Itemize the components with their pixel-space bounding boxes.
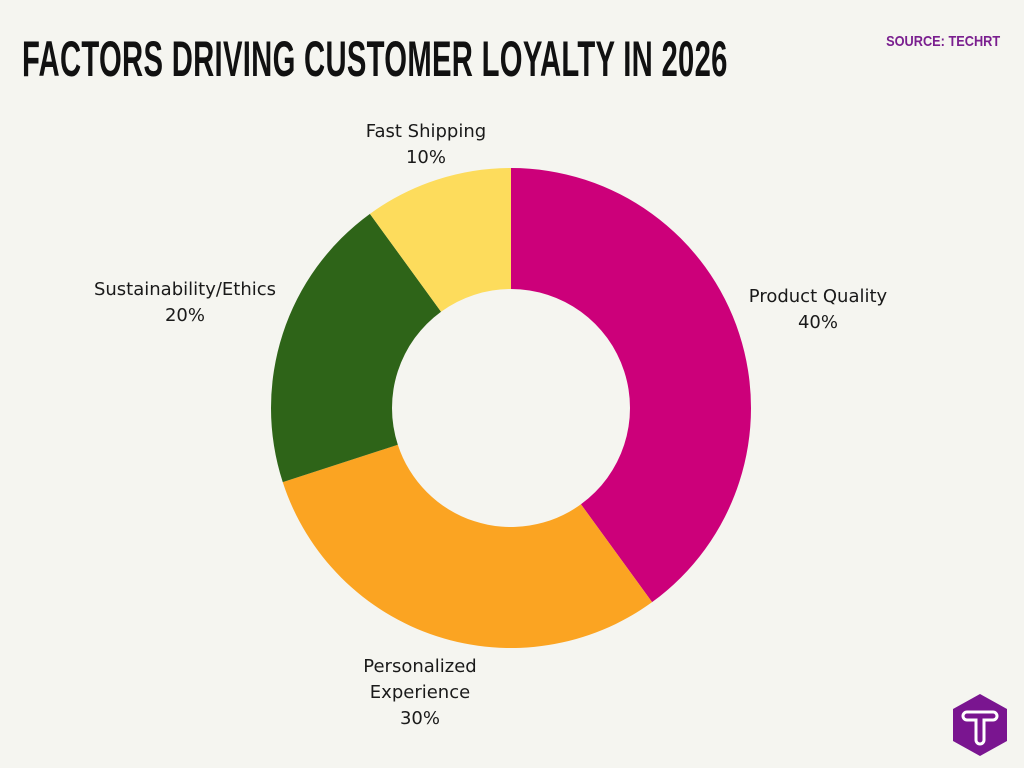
source-label: SOURCE: TECHRT (885, 33, 1000, 50)
techrt-logo (953, 694, 1007, 756)
slice-sustainability-ethics (270, 213, 442, 483)
slice-label: Personalized Experience 30% (363, 656, 476, 729)
slice-label: Sustainability/Ethics 20% (94, 279, 276, 326)
slice-label: Fast Shipping 10% (366, 121, 486, 168)
slice-product-quality (511, 168, 751, 603)
chart-title: FACTORS DRIVING CUSTOMER LOYALTY IN 2026 (22, 31, 728, 87)
slice-label: Product Quality 40% (749, 286, 888, 333)
slice-fast-shipping (369, 168, 511, 312)
slice-personalized-experience (282, 444, 653, 648)
